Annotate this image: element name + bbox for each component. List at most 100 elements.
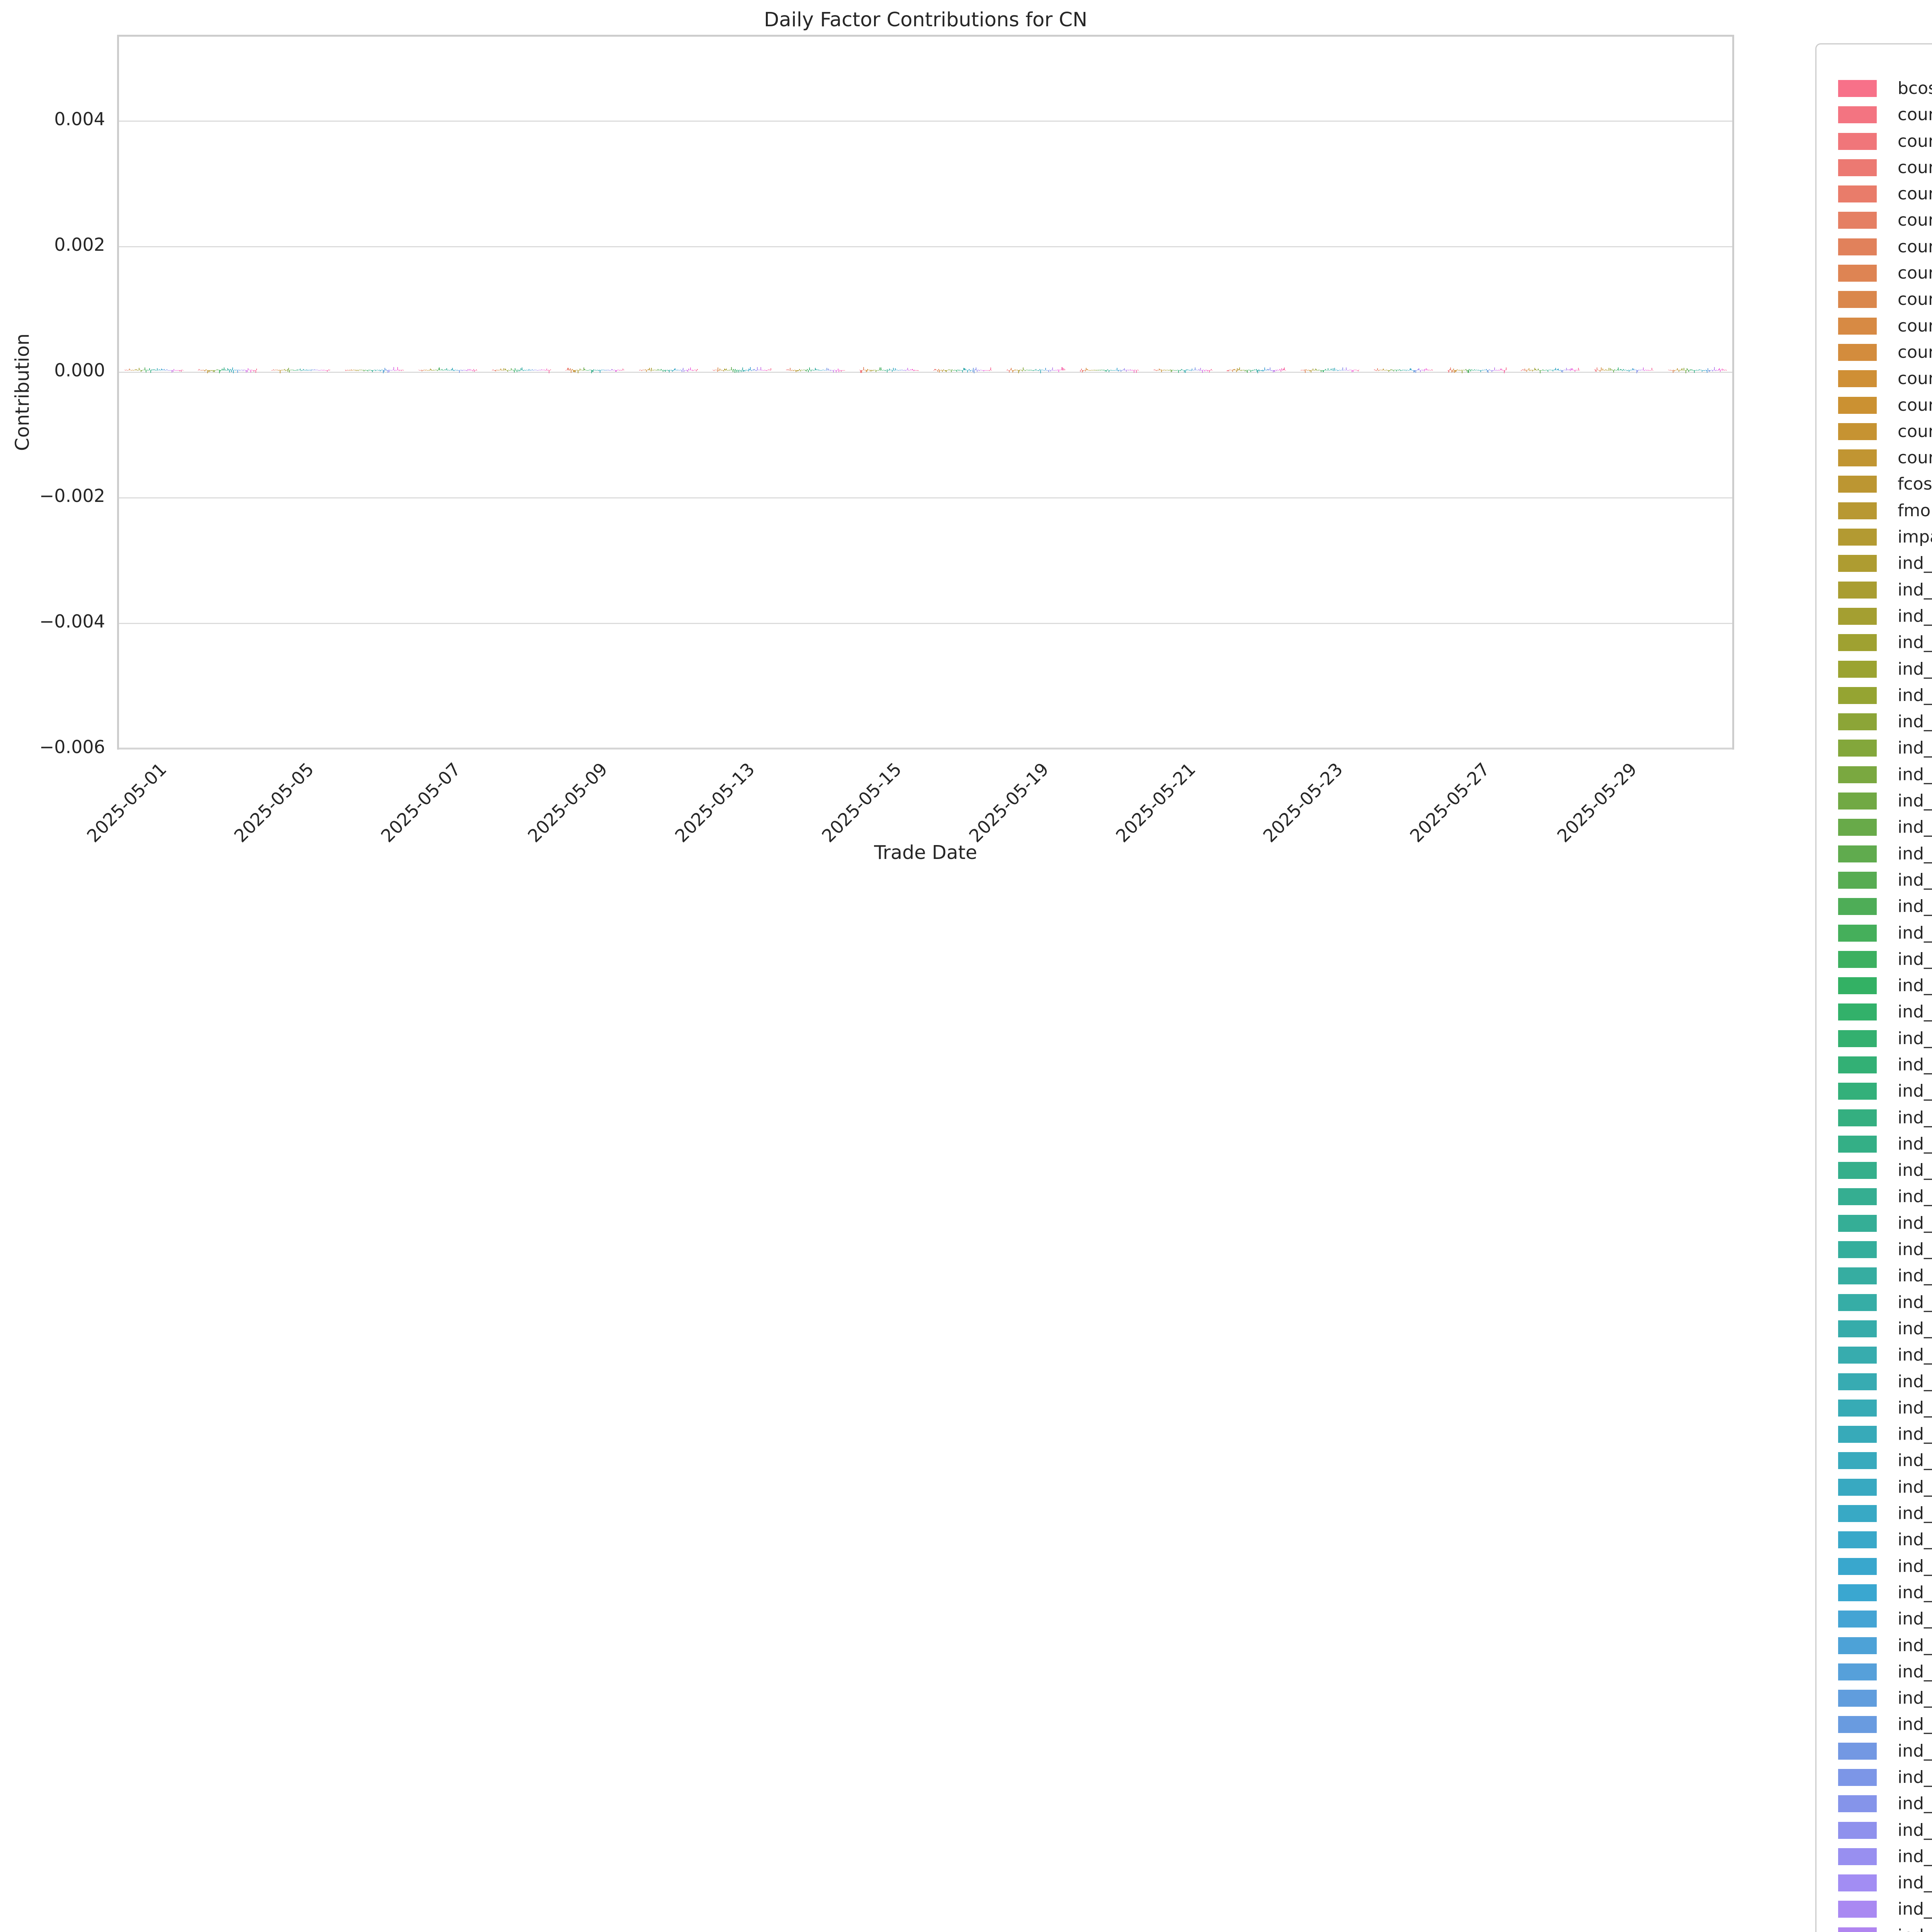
bar [153,369,154,370]
bar [286,370,287,371]
bar [977,370,978,372]
bar [207,370,208,373]
bar [1207,370,1208,371]
bar [1265,370,1267,371]
legend-item: ind_diversified_retail [1816,920,1932,946]
bar [1309,370,1310,371]
bar [1025,370,1026,371]
bar [345,370,347,371]
bar [1503,370,1504,371]
y-tick-label: −0.004 [39,611,105,632]
legend-item: ind_food_drug_retail [1816,1026,1932,1052]
bar [1243,370,1244,371]
bar [1703,370,1704,371]
bar-group [712,367,771,372]
bar [697,369,698,370]
bar [1398,370,1399,371]
bar [1156,370,1157,371]
bar [1019,370,1020,371]
bar [762,370,763,371]
bar [1487,370,1488,372]
bar [136,369,137,370]
bar [1208,370,1209,371]
bar [943,369,944,370]
bar [430,369,431,370]
legend-swatch-icon [1838,291,1877,308]
bar [1449,369,1451,370]
bar [1095,370,1097,371]
bar [539,370,541,371]
bar [527,370,529,371]
bar [1013,370,1014,371]
bar [909,370,910,371]
bar [662,370,663,371]
bar [1532,370,1533,371]
legend-item: ind_machinery [1816,1421,1932,1447]
legend-swatch-icon [1838,423,1877,440]
legend-item-label: country_HK [1898,157,1932,177]
bar [1046,370,1047,371]
bar [727,370,728,371]
legend-items: bcost country_AU country_CN country_HKcount… [1816,75,1932,1932]
bar [168,370,169,371]
bar [1114,370,1115,371]
bar [1685,370,1686,374]
bar [1385,370,1386,371]
legend-swatch-icon [1838,687,1877,704]
bar [1470,370,1471,371]
bar [1388,370,1389,372]
bar [1049,370,1051,371]
bar [1566,368,1567,370]
bar [843,370,844,371]
bar [1425,368,1427,370]
legend-swatch-icon [1838,502,1877,519]
bar [434,370,435,371]
legend-swatch-icon [1838,1769,1877,1786]
bar [387,370,388,371]
bar [133,370,134,371]
bar [309,370,310,371]
bar [824,370,825,371]
bar [1340,370,1342,371]
bar [252,370,253,371]
bar [383,370,384,373]
bar [968,370,969,371]
bar [1121,370,1122,371]
bar [1202,370,1203,373]
bar [350,370,351,371]
bar [832,370,833,371]
bar [1054,370,1055,371]
bar-group [418,367,478,372]
bar [1240,370,1242,371]
bar [137,370,138,371]
bar [595,370,597,371]
bar [1345,367,1347,370]
bar [151,369,153,370]
legend-swatch-icon [1838,1478,1877,1496]
bar [1044,370,1045,371]
bar [1461,370,1463,373]
bar [750,367,751,370]
legend-item-label: ind_paper_forestry [1898,1635,1932,1655]
bar [1057,370,1058,371]
bar [986,370,987,371]
bar [164,369,165,370]
bar [765,370,766,371]
bar [207,370,209,371]
bar [1112,370,1113,371]
bar [942,370,944,371]
bar [1333,370,1334,371]
bar [1646,370,1647,371]
legend-swatch-icon [1838,766,1877,783]
legend-swatch-icon [1838,660,1877,678]
bar [1420,370,1422,371]
bar [937,370,938,371]
bar [323,370,324,371]
bar [913,370,915,371]
bar [500,368,501,370]
bar [1183,370,1184,371]
bar [141,370,142,371]
legend-swatch-icon [1838,1874,1877,1892]
bar [507,370,509,372]
bar [431,370,432,371]
